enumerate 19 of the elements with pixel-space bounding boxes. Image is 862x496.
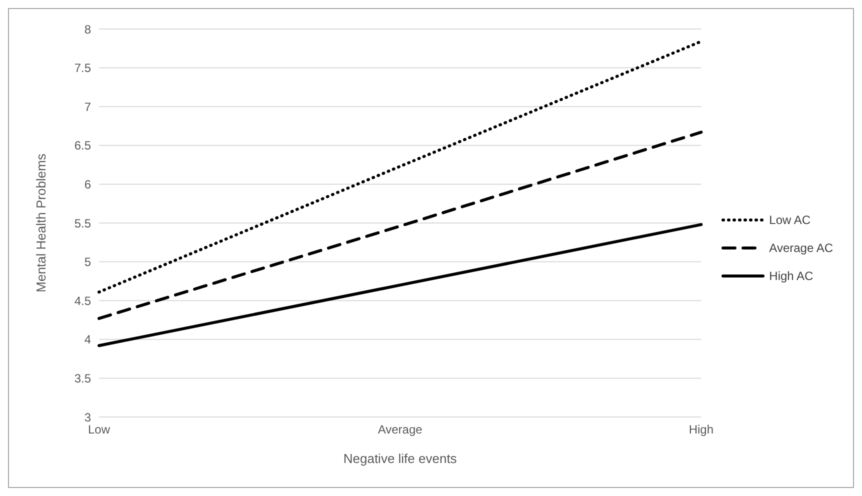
y-tick-label: 6.5	[74, 138, 92, 153]
legend-label: High AC	[769, 269, 814, 283]
y-tick-label: 3.5	[74, 371, 92, 386]
y-tick-label: 4	[84, 332, 92, 347]
x-axis-title: Negative life events	[343, 451, 458, 466]
y-tick-label: 5	[84, 255, 92, 270]
y-tick-label: 3	[84, 410, 92, 424]
y-tick-label: 6	[84, 177, 92, 192]
y-tick-label: 7.5	[74, 61, 92, 76]
legend-label: Average AC	[769, 241, 833, 255]
x-tick-label: Average	[378, 422, 423, 437]
legend-label: Low AC	[769, 213, 811, 227]
y-tick-label: 8	[84, 22, 92, 36]
y-tick-label: 7	[84, 100, 92, 114]
y-tick-label: 4.5	[74, 294, 92, 308]
x-tick-label: Low	[88, 422, 110, 437]
y-tick-label: 5.5	[74, 216, 92, 230]
y-axis-title: Mental Health Problems	[34, 153, 49, 292]
x-tick-label: High	[688, 422, 714, 437]
